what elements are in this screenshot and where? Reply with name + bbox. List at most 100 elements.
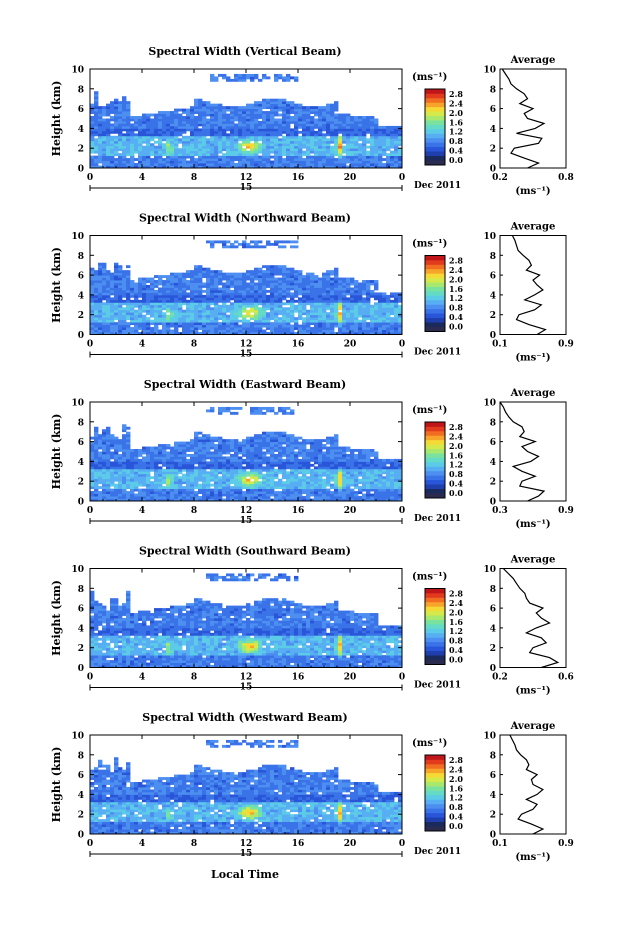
- heatmap-cell: [142, 302, 147, 306]
- heatmap-cell: [122, 317, 127, 321]
- heatmap-cell: [186, 468, 191, 472]
- heatmap-cell: [234, 138, 239, 142]
- heatmap-cell: [270, 135, 275, 139]
- heatmap-cell: [94, 160, 99, 164]
- heatmap-cell: [250, 123, 255, 127]
- heatmap-cell: [254, 73, 259, 77]
- heatmap-cell: [122, 138, 127, 142]
- heatmap-cell: [202, 135, 207, 139]
- heatmap-cell: [206, 317, 211, 321]
- heatmap-cell: [234, 287, 239, 291]
- heatmap-cell: [162, 463, 167, 467]
- heatmap-cell: [242, 118, 247, 122]
- heatmap-cell: [222, 312, 227, 316]
- heatmap-cell: [250, 289, 255, 293]
- heatmap-cell: [234, 111, 239, 114]
- heatmap-cell: [238, 324, 243, 328]
- heatmap-cell: [174, 145, 179, 149]
- heatmap-cell: [190, 285, 195, 288]
- heatmap-cell: [114, 491, 119, 494]
- heatmap-cell: [170, 451, 175, 455]
- heatmap-cell: [238, 78, 243, 82]
- heatmap-cell: [178, 458, 183, 462]
- heatmap-cell: [370, 155, 375, 159]
- heatmap-cell: [138, 116, 143, 119]
- heatmap-cell: [238, 128, 243, 132]
- heatmap-cell: [190, 299, 195, 303]
- heatmap-cell: [378, 153, 383, 157]
- heatmap-cell: [334, 165, 339, 169]
- heatmap-cell: [394, 322, 399, 326]
- heatmap-cell: [326, 304, 331, 308]
- heatmap-cell: [90, 277, 95, 281]
- heatmap-cell: [302, 294, 307, 298]
- heatmap-cell: [174, 324, 179, 328]
- heatmap-cell: [246, 458, 251, 462]
- heatmap-cell: [110, 329, 115, 333]
- heatmap-cell: [122, 429, 127, 433]
- heatmap-cell: [314, 319, 319, 323]
- heatmap-cell: [206, 292, 211, 296]
- heatmap-cell: [230, 493, 235, 497]
- heatmap-cell: [114, 106, 119, 110]
- heatmap-cell: [242, 444, 247, 447]
- heatmap-cell: [298, 123, 303, 127]
- heatmap-cell: [102, 476, 107, 480]
- heatmap-cell: [118, 155, 123, 159]
- heatmap-cell: [210, 135, 215, 139]
- heatmap-cell: [358, 327, 363, 330]
- heatmap-cell: [346, 123, 351, 127]
- heatmap-cell: [182, 280, 187, 283]
- heatmap-cell: [238, 285, 243, 288]
- heatmap-cell: [262, 332, 267, 335]
- heatmap-cell: [214, 272, 219, 276]
- heatmap-cell: [90, 125, 95, 129]
- heatmap-cell: [218, 148, 223, 152]
- heatmap-cell: [154, 493, 159, 497]
- heatmap-cell: [374, 307, 379, 311]
- heatmap-cell: [274, 317, 279, 321]
- heatmap-cell: [238, 135, 243, 139]
- heatmap-cell: [358, 158, 363, 161]
- heatmap-cell: [146, 458, 151, 462]
- heatmap-cell: [170, 158, 175, 161]
- heatmap-cell: [282, 120, 287, 124]
- heatmap-cell: [190, 446, 195, 450]
- heatmap-cell: [378, 150, 383, 154]
- heatmap-cell: [290, 304, 295, 308]
- heatmap-cell: [374, 292, 379, 296]
- heatmap-cell: [126, 329, 131, 333]
- heatmap-cell: [194, 431, 199, 435]
- avg-y-tick-label: 0: [490, 331, 496, 341]
- heatmap-cell: [114, 103, 119, 107]
- heatmap-cell: [254, 327, 259, 330]
- heatmap-cell: [298, 280, 303, 283]
- heatmap-cell: [166, 496, 171, 499]
- heatmap-cell: [254, 309, 259, 313]
- heatmap-cell: [182, 446, 187, 450]
- heatmap-cell: [378, 329, 383, 333]
- colorbar-frame: [424, 255, 446, 332]
- heatmap-cell: [138, 453, 143, 457]
- heatmap-cell: [150, 493, 155, 497]
- heatmap-cell: [186, 458, 191, 462]
- heatmap-cell: [154, 498, 159, 502]
- heatmap-cell: [166, 285, 171, 288]
- heatmap-cell: [110, 292, 115, 296]
- heatmap-cell: [262, 135, 267, 139]
- heatmap-cell: [218, 155, 223, 159]
- heatmap-cell: [274, 111, 279, 114]
- heatmap-cell: [114, 304, 119, 308]
- heatmap-cell: [330, 128, 335, 132]
- avg-y-tick-label: 4: [490, 291, 496, 301]
- heatmap-cell: [294, 317, 299, 321]
- heatmap-cell: [174, 491, 179, 494]
- heatmap-cell: [270, 265, 275, 269]
- heatmap-cell: [174, 292, 179, 296]
- heatmap-cell: [194, 135, 199, 139]
- heatmap-cell: [314, 275, 319, 278]
- heatmap-cell: [210, 130, 215, 134]
- heatmap-cell: [270, 302, 275, 306]
- heatmap-cell: [230, 317, 235, 321]
- heatmap-cell: [286, 160, 291, 164]
